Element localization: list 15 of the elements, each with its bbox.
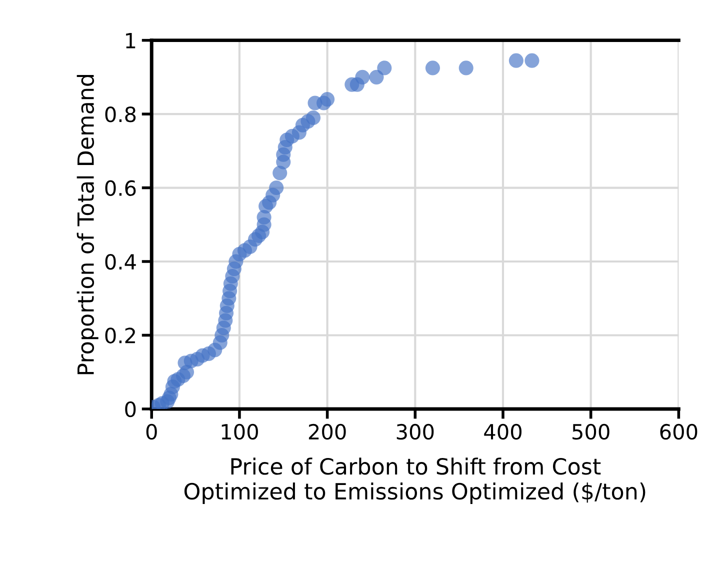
x-tick-label: 300 xyxy=(396,424,434,440)
y-tick-label: 1 xyxy=(126,33,136,48)
x-tick-label: 200 xyxy=(308,424,346,440)
y-tick-label: 0.2 xyxy=(105,328,135,344)
y-tick-label: 0.4 xyxy=(105,254,136,270)
x-tick-label: 0 xyxy=(146,424,157,440)
x-tick-label: 500 xyxy=(572,424,610,440)
x-tick-label: 400 xyxy=(484,424,522,440)
x-axis-title: Price of Carbon to Shift from Cost Optimized to Emissions Optimized ($/ton) xyxy=(184,458,646,504)
y-tick-label: 0.6 xyxy=(105,180,136,196)
y-tick-label: 0 xyxy=(125,401,136,418)
y-tick-label: 0.8 xyxy=(105,106,136,122)
x-tick-label: 600 xyxy=(660,424,698,440)
y-axis-title: Proportion of Total Demand xyxy=(76,74,98,374)
x-tick-label: 100 xyxy=(222,424,258,440)
